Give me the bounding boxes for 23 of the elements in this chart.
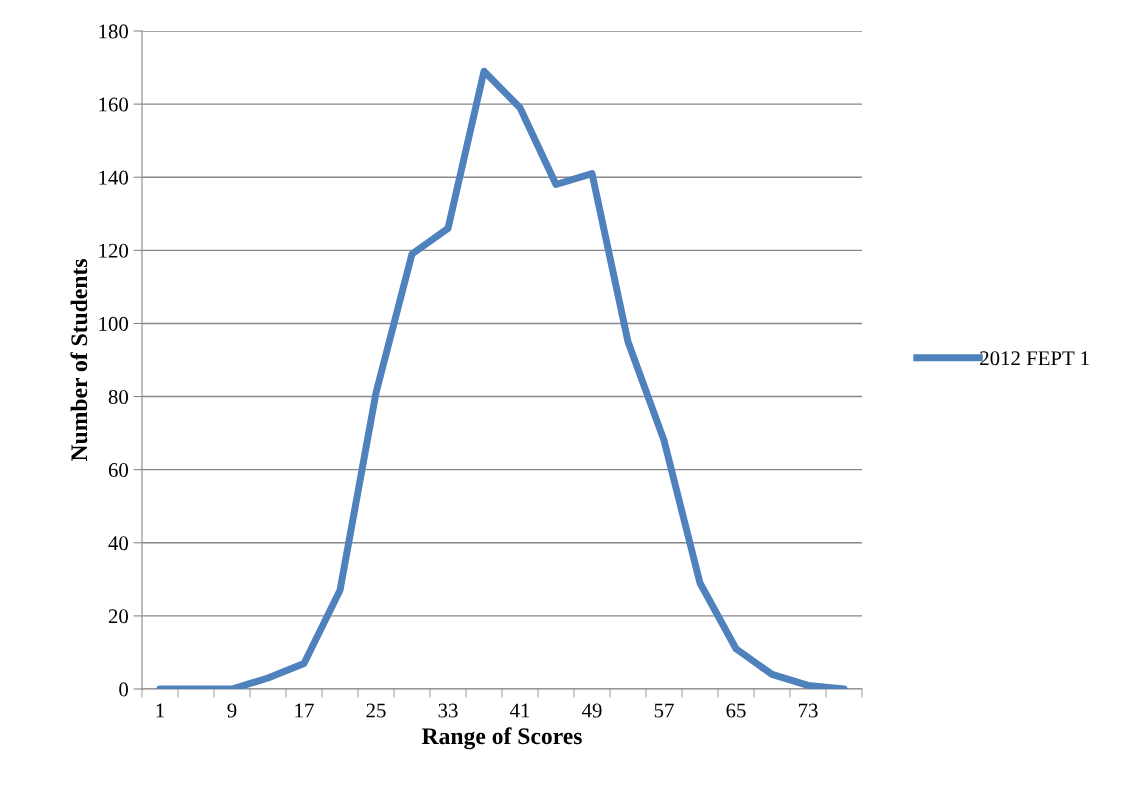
y-tick-label: 140 bbox=[99, 170, 129, 185]
x-tick-label: 33 bbox=[438, 703, 458, 718]
x-tick-label: 57 bbox=[654, 703, 674, 718]
y-tick-label: 60 bbox=[108, 463, 129, 478]
y-tick-label: 160 bbox=[99, 97, 129, 112]
y-tick-label: 40 bbox=[108, 536, 129, 551]
y-tick-label: 20 bbox=[108, 609, 129, 624]
y-tick-label: 0 bbox=[119, 682, 129, 697]
legend-label: 2012 FEPT 1 bbox=[980, 351, 1089, 366]
y-tick-label: 80 bbox=[108, 389, 129, 404]
x-tick-label: 41 bbox=[509, 703, 530, 718]
x-tick-label: 9 bbox=[227, 703, 237, 718]
x-tick-label: 17 bbox=[295, 703, 314, 718]
x-tick-label: 25 bbox=[366, 703, 386, 718]
y-axis-title: Number of Students bbox=[70, 259, 88, 462]
y-tick-label: 180 bbox=[99, 24, 129, 39]
y-tick-label: 120 bbox=[99, 243, 129, 258]
x-axis-title: Range of Scores bbox=[421, 727, 582, 750]
x-tick-label: 73 bbox=[798, 703, 818, 718]
x-tick-label: 49 bbox=[581, 703, 602, 718]
x-tick-label: 65 bbox=[726, 703, 746, 718]
y-tick-label: 100 bbox=[99, 316, 129, 331]
x-tick-label: 1 bbox=[156, 703, 164, 718]
